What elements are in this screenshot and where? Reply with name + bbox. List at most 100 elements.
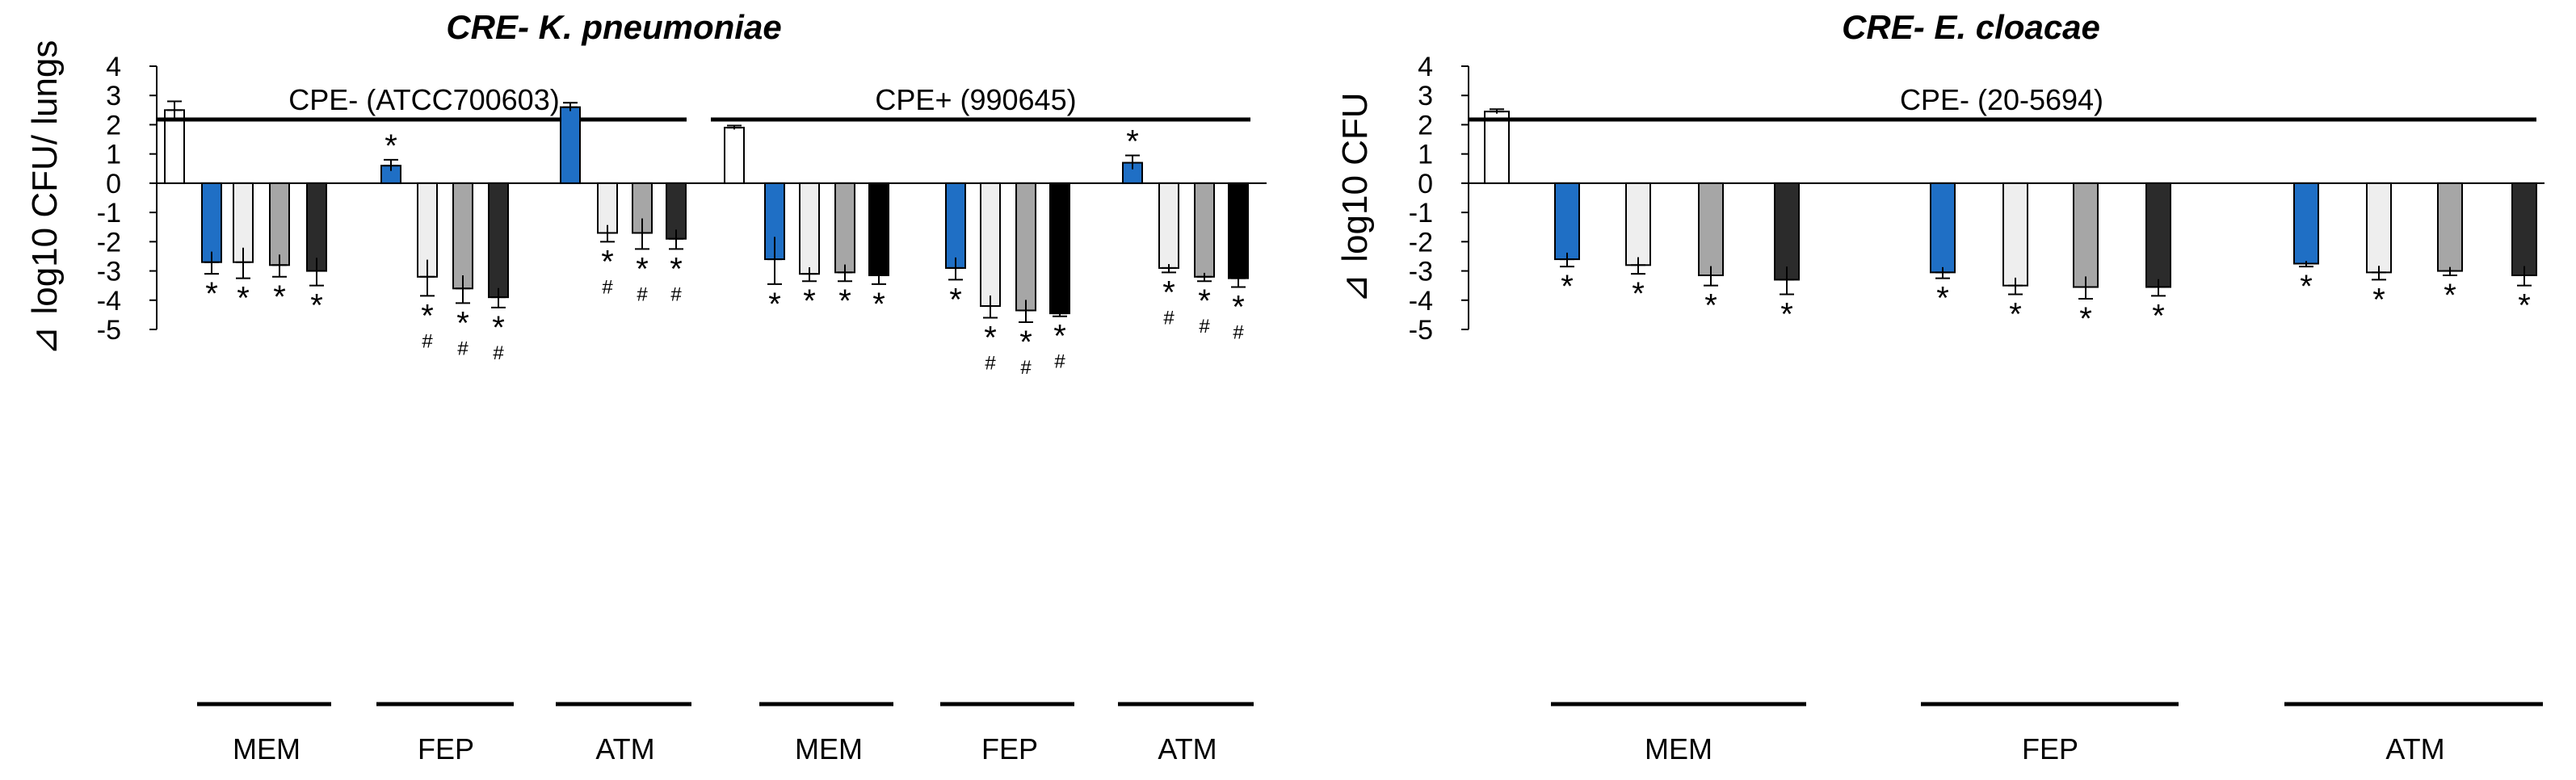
significance-hash: # (422, 330, 433, 352)
significance-star: * (2300, 269, 2313, 304)
significance-star: * (1019, 325, 1032, 360)
y-tick-label: -3 (97, 257, 121, 287)
significance-star: * (601, 244, 614, 279)
significance-star: * (1053, 319, 1066, 354)
y-tick-label: -3 (1409, 257, 1433, 287)
y-axis-label-symbol: ⊿ (1334, 262, 1376, 304)
chart-title: CRE- E. cloacae (1842, 8, 2100, 46)
significance-star: * (310, 288, 323, 324)
bar-fep (1049, 182, 1070, 315)
y-tick-label: 1 (1418, 140, 1433, 170)
significance-star: * (768, 287, 781, 322)
significance-hash: # (1020, 357, 1032, 379)
significance-star: * (2372, 282, 2385, 317)
significance-hash: # (457, 338, 469, 359)
bar-fep (1930, 182, 1956, 274)
bar-atm (2366, 182, 2392, 274)
significance-hash: # (493, 342, 504, 364)
y-tick-label: -4 (97, 286, 121, 317)
bar-atm (2437, 182, 2463, 272)
y-axis-label: ⊿ log10 CFU (1334, 92, 1376, 303)
significance-star: * (237, 281, 250, 317)
drug-label-mem: MEM (795, 732, 863, 765)
significance-star: * (670, 251, 683, 287)
bar-fep (488, 182, 509, 299)
strain-label: CPE- (20-5694) (1900, 83, 2103, 116)
y-tick-label: 3 (106, 81, 121, 111)
bar-mem (1774, 182, 1800, 281)
y-tick-label: 0 (106, 169, 121, 199)
significance-star: * (1162, 275, 1175, 310)
drug-label-atm: ATM (1158, 732, 1217, 765)
significance-star: * (838, 283, 851, 319)
y-tick-label: 3 (1418, 81, 1433, 111)
significance-star: * (1126, 124, 1139, 159)
y-tick-label: 4 (106, 52, 121, 82)
bar-fep (2145, 182, 2171, 288)
y-tick-label: -1 (1409, 198, 1433, 229)
y-tick-label: -2 (97, 227, 121, 258)
bar-untreated (164, 109, 185, 184)
bar-mem (306, 182, 327, 272)
y-tick-label: 2 (106, 110, 121, 140)
drug-label-mem: MEM (1645, 732, 1712, 765)
drug-label-fep: FEP (2022, 732, 2078, 765)
drug-label-atm: ATM (2385, 732, 2444, 765)
y-tick-label: -2 (1409, 227, 1433, 258)
bar-fep (945, 182, 966, 269)
significance-hash: # (1163, 307, 1175, 329)
bar-atm (2511, 182, 2537, 276)
bar-atm (560, 106, 581, 184)
y-tick-label: 4 (1418, 52, 1433, 82)
bar-mem (868, 182, 889, 276)
significance-star: * (949, 282, 962, 317)
significance-star: * (984, 321, 997, 356)
y-tick-label: 2 (1418, 110, 1433, 140)
significance-star: * (1561, 269, 1574, 304)
significance-star: * (492, 310, 505, 346)
bar-atm (1158, 182, 1179, 269)
significance-star: * (2518, 288, 2531, 324)
chart-title: CRE- K. pneumoniae (446, 8, 781, 46)
significance-star: * (1232, 289, 1245, 325)
significance-hash: # (1233, 321, 1244, 343)
bar-untreated (724, 127, 745, 184)
bar-atm (1194, 182, 1215, 278)
significance-hash: # (985, 353, 996, 375)
significance-star: * (1704, 288, 1717, 324)
strain-label: CPE- (ATCC700603) (288, 83, 559, 116)
y-axis-label-symbol: ⊿ (24, 315, 65, 356)
bar-mem (1554, 182, 1580, 261)
significance-star: * (205, 276, 218, 312)
y-tick-label: -1 (97, 198, 121, 229)
y-tick-label: 1 (106, 140, 121, 170)
significance-hash: # (637, 283, 648, 305)
bar-mem (799, 182, 820, 275)
bar-atm (1228, 182, 1249, 279)
bar-mem (269, 182, 290, 266)
bar-fep (452, 182, 473, 290)
significance-star: * (2009, 297, 2022, 333)
bar-untreated (1484, 111, 1510, 184)
bar-atm (597, 182, 618, 234)
significance-star: * (1632, 276, 1645, 312)
y-axis-label-text: log10 CFU (1335, 92, 1375, 262)
drug-label-atm: ATM (595, 732, 654, 765)
significance-star: * (2444, 278, 2456, 313)
bar-fep (2073, 182, 2099, 288)
significance-star: * (1936, 281, 1949, 317)
y-tick-label: -4 (1409, 286, 1433, 317)
significance-star: * (273, 279, 286, 315)
y-axis-label: ⊿ log10 CFU/ lungs (24, 40, 65, 356)
y-tick-label: -5 (97, 315, 121, 346)
significance-hash: # (602, 276, 613, 298)
significance-star: * (636, 251, 649, 287)
significance-star: * (1198, 283, 1211, 319)
bar-mem (201, 182, 222, 263)
bar-mem (1625, 182, 1651, 266)
drug-label-fep: FEP (981, 732, 1038, 765)
bar-mem (1698, 182, 1724, 276)
significance-star: * (2152, 298, 2165, 333)
